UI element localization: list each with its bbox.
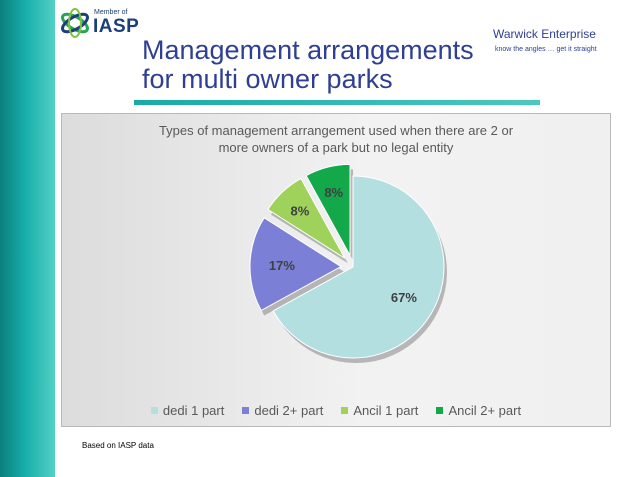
- pie-chart: 67% 17% 8% 8%: [249, 163, 447, 363]
- legend-item-dedi-1-part: dedi 1 part: [150, 403, 225, 418]
- legend-item-ancil-1-part: Ancil 1 part: [341, 403, 418, 418]
- logo-name: IASP: [93, 16, 140, 37]
- pie-label-dedi-2-part: 17%: [269, 258, 295, 273]
- title-underline: [134, 100, 540, 105]
- chart-title-line2: more owners of a park but no legal entit…: [218, 140, 454, 155]
- pie-slice-dedi-2-part: [249, 217, 342, 312]
- brand-name: Warwick Enterprise: [493, 27, 596, 41]
- iasp-logo-icon: [61, 8, 89, 38]
- chart-legend: dedi 1 part dedi 2+ part Ancil 1 part Ancil…: [62, 403, 610, 418]
- pie-label-dedi-1-part: 67%: [391, 290, 417, 305]
- legend-item-ancil-2-part: Ancil 2+ part: [436, 403, 521, 418]
- legend-swatch-ancil-1-part: [341, 407, 349, 414]
- legend-label-dedi-2-part: dedi 2+ part: [254, 403, 324, 418]
- pie-slices: [249, 163, 445, 359]
- slide-title: Management arrangements for multi owner …: [142, 36, 502, 94]
- slide-title-line2: for multi owner parks: [142, 64, 393, 94]
- logo-member-text: Member of: [94, 9, 128, 16]
- legend-label-dedi-1-part: dedi 1 part: [162, 403, 225, 418]
- legend-label-ancil-1-part: Ancil 1 part: [353, 403, 419, 418]
- chart-title-line1: Types of management arrangement used whe…: [158, 123, 514, 138]
- legend-swatch-dedi-2-part: [242, 407, 250, 414]
- left-accent-bar: [0, 0, 55, 477]
- legend-label-ancil-2-part: Ancil 2+ part: [448, 403, 522, 418]
- pie-slice-ancil-2-part: [305, 163, 351, 256]
- slide-title-line1: Management arrangements: [142, 35, 474, 65]
- legend-swatch-dedi-1-part: [150, 407, 158, 414]
- chart-area: Types of management arrangement used whe…: [61, 113, 611, 427]
- pie-slice-ancil-1-part: [267, 177, 346, 259]
- legend-swatch-ancil-2-part: [436, 407, 444, 414]
- pie-slice-dedi-1-part: [272, 175, 445, 359]
- pie-label-ancil-1-part: 8%: [291, 203, 310, 218]
- brand-tagline: know the angles … get it straight: [495, 46, 597, 53]
- pie-label-ancil-2-part: 8%: [324, 185, 343, 200]
- footnote: Based on IASP data: [82, 441, 154, 450]
- chart-title: Types of management arrangement used whe…: [62, 122, 610, 156]
- iasp-logo: Member of IASP: [58, 6, 148, 40]
- legend-item-dedi-2-part: dedi 2+ part: [242, 403, 323, 418]
